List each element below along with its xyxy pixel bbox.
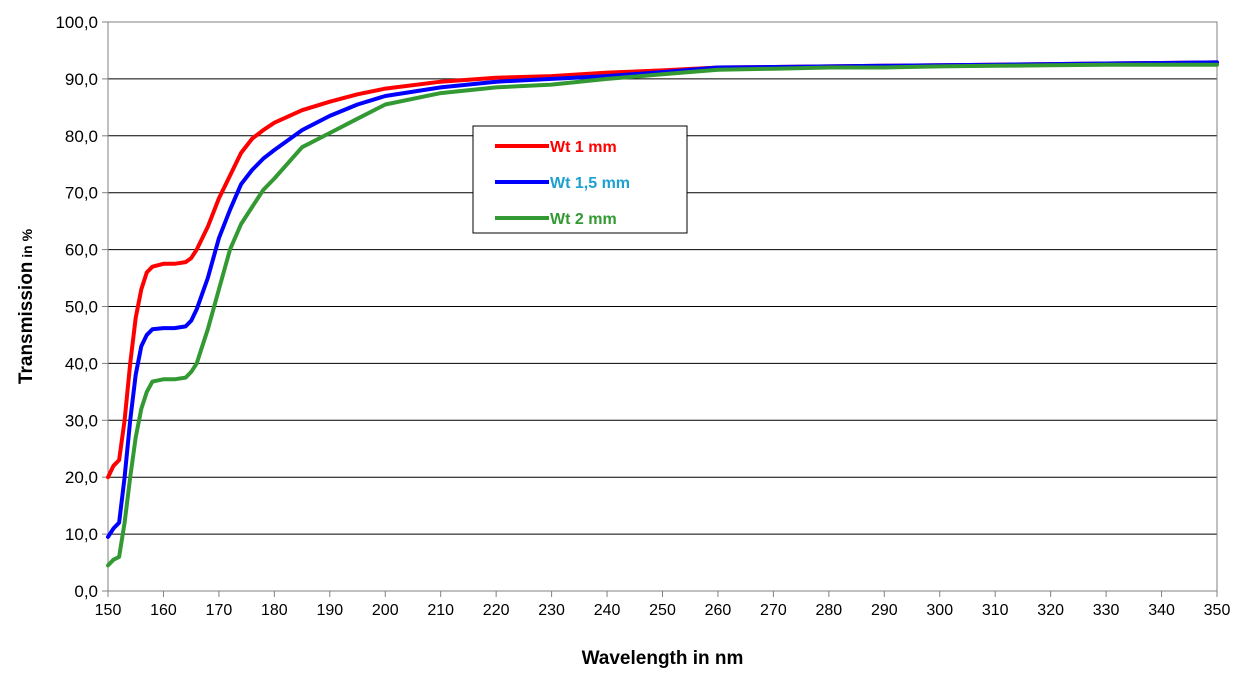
series-line-1: [106, 60, 1219, 480]
y-tick-label: 0,0: [74, 582, 98, 601]
y-axis-ticks: 0,0 10,0 20,0 30,0 40,0 50,0 60,0 70,0 80,0 90,0 1…: [55, 13, 108, 601]
legend: Wt 1 mm Wt 1,5 mm Wt 2 mm: [472, 125, 688, 234]
x-tick-label: 170: [206, 602, 233, 619]
y-axis-label-unit: in %: [19, 228, 35, 261]
x-tick-label: 280: [815, 602, 842, 619]
y-tick-label: 40,0: [65, 354, 98, 373]
x-tick-label: 180: [261, 602, 288, 619]
y-tick-label: 20,0: [65, 468, 98, 487]
x-tick-label: 330: [1093, 602, 1120, 619]
series-lines: [106, 60, 1219, 568]
x-tick-label: 270: [760, 602, 787, 619]
y-tick-label: 90,0: [65, 70, 98, 89]
series-line-3: [106, 62, 1219, 568]
x-tick-label: 300: [926, 602, 953, 619]
gridlines: [108, 78, 1217, 535]
x-tick-label: 320: [1037, 602, 1064, 619]
y-tick-label: 70,0: [65, 184, 98, 203]
x-tick-label: 220: [483, 602, 510, 619]
y-tick-label: 10,0: [65, 525, 98, 544]
x-tick-label: 310: [982, 602, 1009, 619]
legend-label: Wt 1 mm: [550, 139, 617, 156]
x-tick-label: 160: [150, 602, 177, 619]
x-tick-label: 150: [95, 602, 122, 619]
x-tick-label: 340: [1148, 602, 1175, 619]
x-tick-label: 200: [372, 602, 399, 619]
y-tick-label: 50,0: [65, 298, 98, 317]
x-tick-label: 210: [427, 602, 454, 619]
x-tick-label: 250: [649, 602, 676, 619]
y-axis-label-main: Transmission: [16, 262, 37, 385]
y-tick-label: 30,0: [65, 411, 98, 430]
x-tick-label: 240: [594, 602, 621, 619]
x-tick-label: 190: [316, 602, 343, 619]
x-axis-ticks: 150 160 170 180 190 200 210 220 230 240 250 260 270 2…: [95, 591, 1231, 619]
y-tick-label: 60,0: [65, 241, 98, 260]
x-tick-label: 260: [705, 602, 732, 619]
x-tick-label: 350: [1204, 602, 1231, 619]
y-tick-label: 100,0: [55, 13, 98, 32]
legend-label: Wt 1,5 mm: [550, 175, 630, 192]
x-tick-label: 230: [538, 602, 565, 619]
legend-label: Wt 2 mm: [550, 211, 617, 228]
x-tick-label: 290: [871, 602, 898, 619]
y-tick-label: 80,0: [65, 127, 98, 146]
x-axis-label: Wavelength in nm: [582, 648, 744, 669]
legend-box: [472, 125, 688, 234]
y-axis-label: Transmission in %: [16, 228, 37, 384]
